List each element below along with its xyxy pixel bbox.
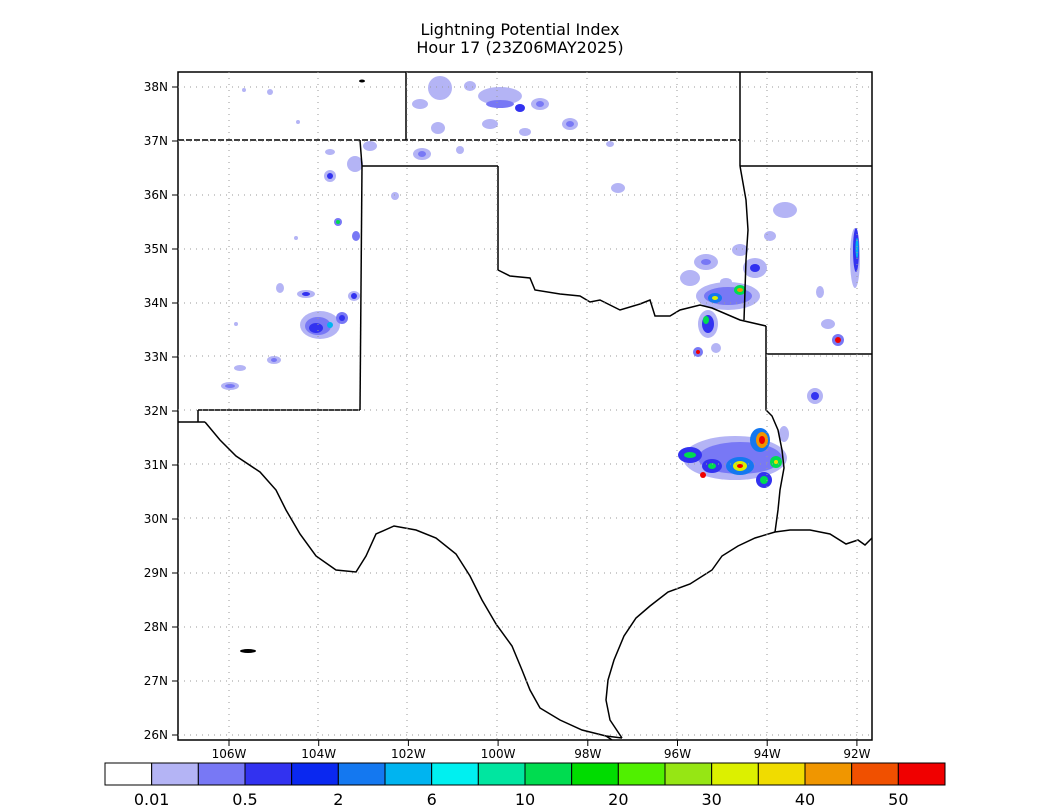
lon-label: 100W [481,747,516,761]
colorbar-label: 30 [701,790,721,809]
colorbar-swatch [151,762,199,786]
lat-label: 34N [144,296,168,310]
colorbar-swatch [337,762,386,786]
colorbar-label: 0.01 [134,790,170,809]
lon-label: 106W [212,747,247,761]
lon-label: 92W [843,747,870,761]
lat-label: 27N [144,674,168,688]
lon-label: 96W [664,747,691,761]
lon-label: 104W [301,747,336,761]
colorbar-swatch [291,762,339,786]
longitude-axis: 106W 104W 102W 100W 98W 96W 94W 92W [212,740,871,761]
colorbar-swatch [197,762,246,786]
colorbar-swatch [757,762,806,786]
colorbar-label: 0.5 [232,790,257,809]
colorbar-swatch [477,762,526,786]
lat-label: 35N [144,242,168,256]
colorbar-swatch [571,762,619,786]
map-title: Lightning Potential Index [420,20,620,39]
colorbar: 0.01 0.5 2 6 10 20 30 40 50 [104,762,946,809]
lat-label: 36N [144,188,168,202]
colorbar-swatch [711,762,759,786]
colorbar-swatch [617,762,666,786]
colorbar-label: 10 [515,790,535,809]
colorbar-swatch [431,762,479,786]
colorbar-swatch [524,762,573,786]
lat-label: 29N [144,566,168,580]
lat-label: 31N [144,458,168,472]
colorbar-label: 20 [608,790,628,809]
lat-label: 32N [144,404,168,418]
lat-label: 28N [144,620,168,634]
lpi-contours [221,76,860,488]
graticule [178,72,872,740]
colorbar-swatch [851,762,899,786]
map-subtitle: Hour 17 (23Z06MAY2025) [416,38,624,57]
colorbar-swatch [664,762,713,786]
colorbar-swatch [897,762,946,786]
colorbar-swatch [104,762,153,786]
lon-label: 98W [574,747,601,761]
colorbar-label: 2 [333,790,343,809]
colorbar-label: 6 [427,790,437,809]
lon-label: 94W [754,747,781,761]
lat-label: 30N [144,512,168,526]
colorbar-swatch [384,762,433,786]
colorbar-label: 40 [795,790,815,809]
lon-label: 102W [391,747,426,761]
lat-label: 33N [144,350,168,364]
colorbar-swatch [244,762,293,786]
island [240,649,256,653]
latitude-axis: 38N 37N 36N 35N 34N 33N 32N 31N 30N 29N 28N 27N 26N [144,80,178,742]
colorbar-label: 50 [888,790,908,809]
lat-label: 26N [144,728,168,742]
state-borders [177,71,873,741]
lat-label: 37N [144,134,168,148]
lat-label: 38N [144,80,168,94]
colorbar-swatch [804,762,853,786]
